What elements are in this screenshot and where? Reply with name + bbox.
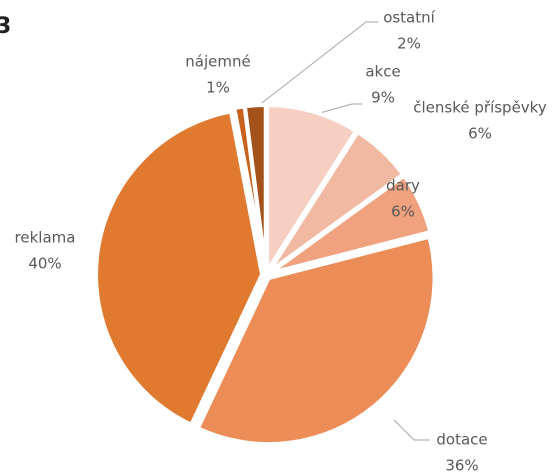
slice-label: dary	[386, 177, 420, 195]
slice-value: 6%	[391, 203, 415, 221]
pie-slice	[242, 103, 268, 274]
slice-value: 6%	[468, 125, 492, 143]
pie-slice	[94, 109, 265, 427]
leader-line	[257, 21, 378, 107]
pie-slice	[267, 173, 433, 276]
slice-value: 36%	[445, 457, 478, 473]
pie-slice	[265, 103, 359, 274]
pie-slice	[195, 234, 437, 447]
leader-line	[393, 419, 430, 441]
chart-title: 3	[0, 14, 11, 39]
slice-label: dotace	[436, 431, 487, 449]
slice-label: akce	[365, 63, 400, 81]
slice-label: členské příspěvky	[413, 99, 547, 117]
slice-value: 40%	[28, 255, 61, 273]
slice-value: 2%	[397, 35, 421, 53]
slice-label: ostatní	[383, 9, 435, 27]
slice-label: reklama	[15, 229, 76, 247]
leader-line	[319, 103, 362, 114]
slice-value: 1%	[206, 79, 230, 97]
slice-value: 9%	[371, 89, 395, 107]
slice-label: nájemné	[185, 53, 250, 71]
